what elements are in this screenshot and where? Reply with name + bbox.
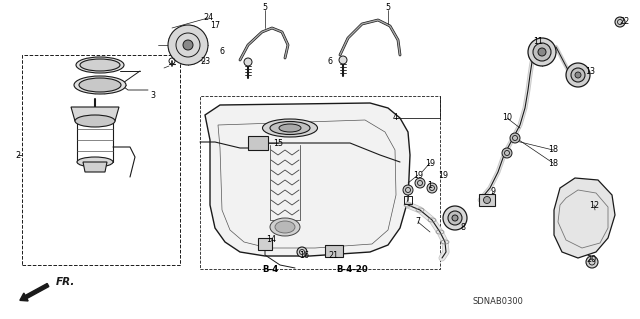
Circle shape [528, 38, 556, 66]
Text: 3: 3 [150, 91, 156, 100]
Ellipse shape [270, 122, 310, 135]
Text: 6: 6 [328, 57, 333, 66]
Circle shape [427, 183, 437, 193]
Text: 18: 18 [548, 159, 558, 167]
Text: B-4: B-4 [262, 265, 278, 275]
Text: 20: 20 [586, 256, 596, 264]
Text: 17: 17 [210, 20, 220, 29]
Circle shape [615, 17, 625, 27]
Bar [200, 96, 440, 269]
Text: 10: 10 [502, 114, 512, 122]
Text: 22: 22 [619, 18, 629, 26]
Circle shape [339, 56, 347, 64]
Text: 16: 16 [299, 250, 309, 259]
Ellipse shape [76, 57, 124, 73]
Circle shape [575, 72, 581, 78]
Text: 5: 5 [262, 4, 268, 12]
Polygon shape [83, 162, 107, 172]
Circle shape [183, 40, 193, 50]
Text: 8: 8 [461, 224, 465, 233]
Text: 4: 4 [392, 114, 397, 122]
Text: 14: 14 [266, 235, 276, 244]
Circle shape [571, 68, 585, 82]
Circle shape [533, 43, 551, 61]
Ellipse shape [79, 78, 121, 92]
Text: 18: 18 [548, 145, 558, 154]
Circle shape [415, 178, 425, 188]
Polygon shape [205, 103, 410, 256]
Text: 7: 7 [415, 218, 420, 226]
Polygon shape [479, 194, 495, 206]
Ellipse shape [75, 115, 115, 127]
Text: 5: 5 [385, 4, 390, 12]
Circle shape [538, 48, 546, 56]
Ellipse shape [80, 59, 120, 71]
Circle shape [483, 197, 490, 204]
Circle shape [297, 247, 307, 257]
Text: 12: 12 [589, 201, 599, 210]
Text: SDNAB0300: SDNAB0300 [472, 298, 524, 307]
Text: 15: 15 [273, 138, 283, 147]
Circle shape [586, 256, 598, 268]
Polygon shape [71, 107, 119, 121]
Text: 2: 2 [15, 151, 20, 160]
Text: 19: 19 [413, 170, 423, 180]
Text: 19: 19 [425, 159, 435, 167]
Circle shape [452, 215, 458, 221]
Ellipse shape [279, 124, 301, 132]
Text: 1: 1 [428, 181, 433, 189]
Text: 11: 11 [533, 38, 543, 47]
FancyArrow shape [20, 284, 49, 301]
Ellipse shape [270, 218, 300, 236]
Ellipse shape [74, 76, 126, 94]
Circle shape [168, 25, 208, 65]
Circle shape [443, 206, 467, 230]
Circle shape [244, 58, 252, 66]
Text: 6: 6 [220, 48, 225, 56]
Text: B-4-20: B-4-20 [336, 265, 368, 275]
Circle shape [510, 133, 520, 143]
Text: 13: 13 [585, 68, 595, 77]
Circle shape [502, 148, 512, 158]
Polygon shape [248, 136, 268, 150]
Ellipse shape [262, 119, 317, 137]
Text: 23: 23 [200, 57, 210, 66]
Text: FR.: FR. [56, 277, 76, 287]
Bar [22, 55, 180, 265]
Polygon shape [554, 178, 615, 258]
Polygon shape [258, 238, 272, 250]
Ellipse shape [77, 157, 113, 167]
Text: 24: 24 [203, 13, 213, 23]
Ellipse shape [275, 221, 295, 233]
Text: 19: 19 [438, 170, 448, 180]
Polygon shape [325, 245, 343, 257]
Circle shape [448, 211, 462, 225]
Circle shape [403, 185, 413, 195]
Text: 21: 21 [328, 250, 338, 259]
Text: 9: 9 [490, 188, 495, 197]
Circle shape [566, 63, 590, 87]
